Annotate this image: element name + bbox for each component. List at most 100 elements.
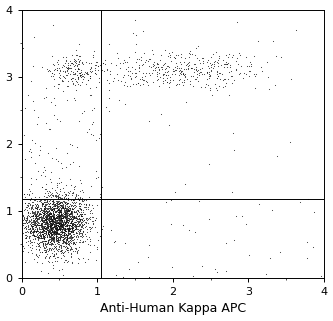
Point (47, 254, 52, 259)
Point (72, 210, 77, 215)
Point (93, 62, 98, 67)
Point (60, 221, 65, 226)
Point (88, 216, 93, 221)
Point (69, 235, 75, 240)
Point (85, 72, 91, 77)
Point (69, 226, 74, 231)
Point (50, 232, 55, 237)
Point (66, 217, 71, 222)
Point (124, 83, 130, 89)
Point (229, 73, 234, 78)
Point (62, 212, 67, 217)
Point (213, 85, 218, 91)
Point (79, 213, 84, 219)
Point (32, 160, 38, 166)
Point (94, 202, 100, 207)
Point (36, 195, 41, 200)
Point (63, 164, 68, 169)
Point (33, 229, 39, 234)
Point (89, 226, 94, 231)
Point (190, 273, 195, 278)
Point (57, 200, 63, 205)
Point (42, 208, 47, 213)
Point (61, 205, 66, 211)
Point (64, 207, 70, 213)
Point (43, 215, 48, 220)
Point (92, 224, 98, 230)
Point (20, 148, 25, 153)
Point (43, 223, 48, 229)
Point (55, 216, 60, 221)
Point (53, 223, 58, 228)
Point (46, 240, 51, 246)
Point (205, 82, 210, 87)
Point (45, 212, 51, 217)
Point (47, 231, 52, 237)
Point (46, 219, 52, 224)
Point (62, 230, 67, 235)
Point (60, 185, 66, 190)
Point (74, 248, 80, 253)
Point (37, 218, 43, 223)
Point (79, 59, 84, 64)
Point (41, 206, 47, 211)
Point (54, 213, 59, 218)
Point (25, 209, 31, 214)
Point (204, 77, 210, 82)
Point (78, 73, 83, 78)
Point (38, 207, 44, 212)
Point (72, 215, 77, 220)
Point (49, 232, 54, 237)
Point (58, 118, 63, 124)
Point (194, 56, 200, 61)
Point (217, 70, 222, 75)
Point (97, 132, 102, 137)
Point (57, 235, 63, 240)
Point (43, 249, 48, 254)
Point (74, 221, 79, 227)
Point (27, 222, 32, 227)
Point (63, 213, 68, 218)
Point (45, 230, 51, 235)
Point (52, 220, 57, 225)
Point (51, 215, 57, 220)
Point (72, 63, 77, 68)
Point (48, 223, 53, 228)
Point (69, 216, 74, 221)
Point (54, 236, 59, 241)
Point (53, 102, 58, 108)
Point (60, 225, 66, 230)
Point (30, 208, 35, 213)
Point (62, 209, 67, 214)
Point (163, 47, 168, 52)
Point (66, 227, 71, 232)
Point (45, 190, 50, 195)
Point (64, 224, 69, 229)
Point (51, 199, 56, 204)
Point (38, 208, 43, 213)
Point (48, 213, 53, 218)
Point (48, 231, 54, 237)
Point (37, 210, 42, 215)
Point (88, 61, 93, 66)
Point (59, 212, 64, 217)
Point (239, 213, 244, 219)
Point (48, 231, 54, 236)
Point (26, 218, 31, 223)
Point (97, 192, 102, 197)
Point (50, 53, 55, 58)
Point (30, 225, 35, 230)
Point (46, 239, 51, 244)
Point (31, 211, 36, 216)
Point (32, 232, 37, 238)
Point (47, 211, 52, 216)
Point (207, 72, 213, 77)
Point (76, 203, 82, 208)
Point (206, 161, 211, 167)
Point (58, 215, 64, 221)
Point (88, 211, 93, 216)
Point (23, 221, 28, 226)
Point (29, 223, 35, 229)
Point (203, 81, 208, 86)
Point (64, 238, 69, 243)
